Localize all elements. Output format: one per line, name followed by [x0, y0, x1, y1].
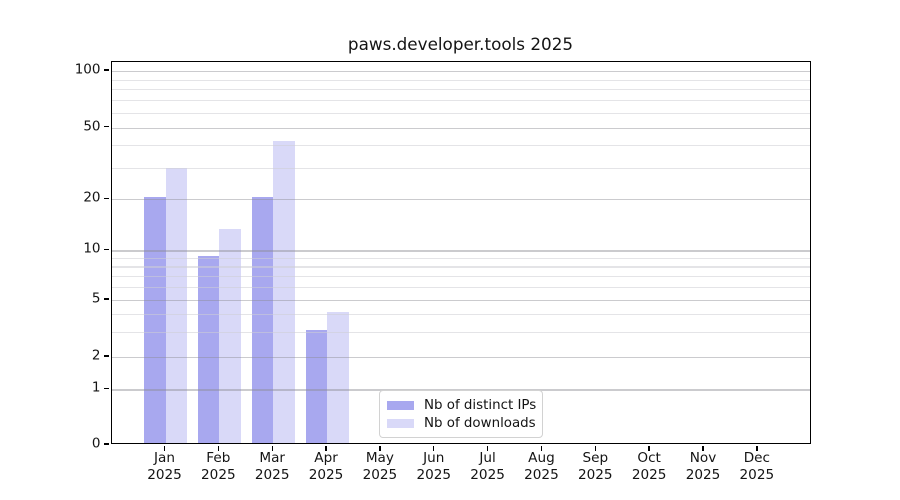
- x-tick-mark: [271, 445, 273, 451]
- gridline-minor: [111, 331, 810, 333]
- gridline-major: [111, 356, 810, 359]
- gridline-major: [111, 250, 810, 252]
- legend-label-downloads: Nb of downloads: [424, 415, 536, 431]
- gridline-major: [111, 299, 810, 302]
- bar-downloads: [273, 141, 295, 443]
- bar-downloads: [219, 229, 241, 443]
- gridline-minor: [111, 100, 810, 102]
- x-tick-mark: [540, 445, 543, 451]
- bar-downloads: [165, 168, 187, 443]
- gridline-minor: [111, 89, 810, 91]
- gridline-minor: [111, 313, 810, 316]
- y-tick-mark: [104, 125, 109, 128]
- gridline-minor: [111, 112, 810, 114]
- y-axis-tick-label: 0: [91, 435, 101, 452]
- legend-row: Nb of downloads: [387, 414, 536, 432]
- month-label: Aug 2025: [524, 450, 559, 483]
- y-tick-mark: [104, 197, 109, 199]
- gridline-minor: [111, 258, 810, 260]
- gridline-minor: [111, 79, 810, 81]
- y-tick-mark: [104, 355, 109, 357]
- chart-title: paws.developer.tools 2025: [347, 34, 574, 54]
- x-tick-mark: [756, 445, 758, 451]
- month-label: May 2025: [362, 450, 398, 483]
- month-label: Dec 2025: [739, 450, 775, 483]
- gridline-major: [111, 199, 810, 201]
- month-label: Jan 2025: [147, 450, 182, 483]
- bar-distinct-ips: [144, 197, 166, 443]
- month-label: Sep 2025: [577, 450, 613, 483]
- y-axis-tick-label: 100: [74, 61, 101, 78]
- gridline-major: [111, 71, 810, 73]
- legend-row: Nb of distinct IPs: [387, 396, 537, 414]
- x-tick-mark: [163, 445, 166, 451]
- x-tick-mark: [486, 445, 489, 451]
- month-label: Feb 2025: [201, 450, 236, 483]
- month-label: Oct 2025: [631, 450, 667, 483]
- month-label: Mar 2025: [254, 450, 290, 483]
- y-axis-tick-label: 50: [83, 117, 101, 134]
- month-label: Apr 2025: [308, 450, 344, 483]
- gridline-minor: [111, 167, 810, 169]
- x-tick-mark: [325, 445, 327, 451]
- gridline-minor: [111, 286, 810, 289]
- month-label: Jul 2025: [470, 450, 505, 483]
- y-axis-tick-label: 1: [91, 379, 101, 396]
- y-tick-mark: [104, 443, 109, 445]
- y-axis-tick-label: 20: [83, 189, 101, 206]
- gridline-major: [111, 127, 810, 129]
- legend: Nb of distinct IPs Nb of downloads: [379, 390, 543, 438]
- x-tick-mark: [702, 445, 704, 451]
- x-tick-mark: [379, 445, 381, 451]
- plot-area: [110, 60, 811, 444]
- x-tick-mark: [594, 445, 596, 451]
- month-label: Nov 2025: [685, 450, 721, 483]
- x-tick-mark: [648, 445, 650, 451]
- bar-distinct-ips: [305, 329, 328, 443]
- y-tick-mark: [104, 387, 109, 389]
- gridline-major: [111, 389, 810, 391]
- bar-downloads: [327, 311, 349, 443]
- y-axis-tick-label: 5: [91, 290, 101, 307]
- legend-swatch-distinct-ips: [387, 400, 414, 410]
- y-tick-mark: [104, 248, 109, 251]
- x-tick-mark: [433, 445, 435, 451]
- bar-distinct-ips: [197, 256, 220, 443]
- gridline-minor: [111, 266, 810, 268]
- bar-distinct-ips: [251, 197, 274, 443]
- gridline-minor: [111, 145, 810, 147]
- gridline-minor: [111, 275, 810, 278]
- legend-swatch-downloads: [387, 418, 414, 428]
- y-axis-tick-label: 10: [83, 240, 101, 257]
- y-tick-mark: [104, 69, 109, 71]
- legend-label-distinct-ips: Nb of distinct IPs: [424, 397, 537, 413]
- y-axis-tick-label: 2: [91, 347, 101, 364]
- month-label: Jun 2025: [416, 450, 452, 483]
- y-tick-mark: [104, 298, 109, 300]
- x-tick-mark: [217, 445, 220, 451]
